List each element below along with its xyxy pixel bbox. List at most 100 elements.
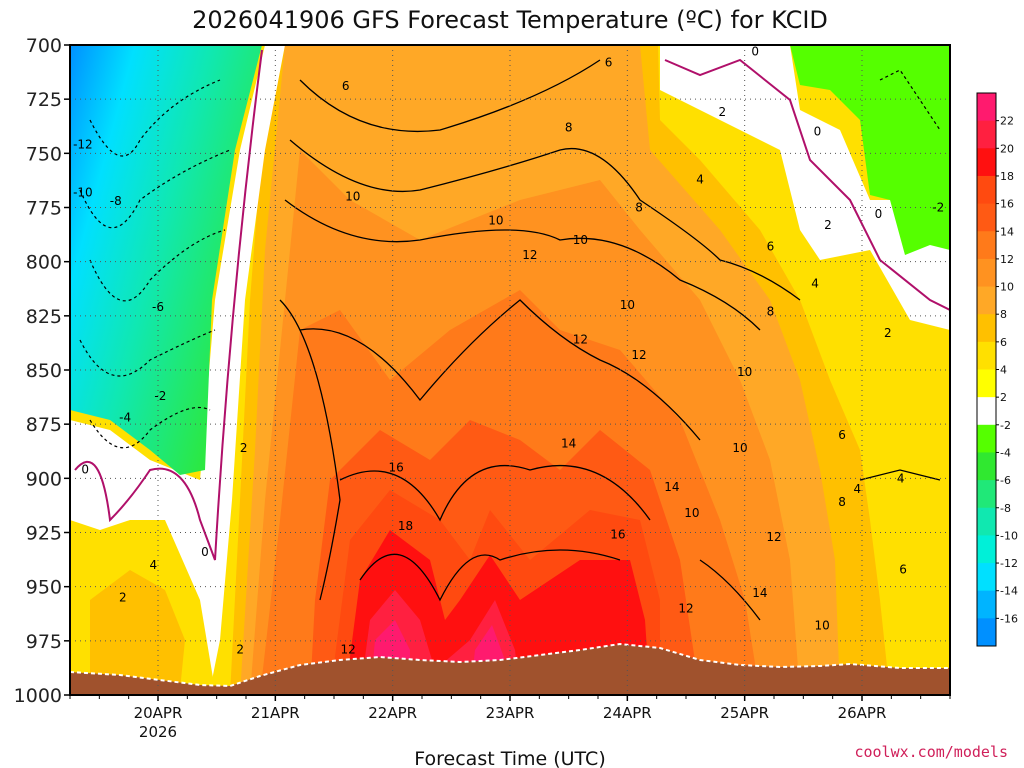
colorbar-bin [977,480,996,509]
y-tick-label: 700 [26,35,62,57]
colorbar-label: 4 [1000,364,1007,377]
colorbar-bin [977,258,996,288]
contour-label: 2 [236,643,244,657]
y-tick-label: 775 [26,198,62,220]
colorbar-bin [977,341,996,370]
colorbar-bin [977,507,996,536]
contour-label: 12 [573,333,588,347]
chart-title: 2026041906 GFS Forecast Temperature (ºC)… [192,6,828,34]
contour-label: 12 [340,643,355,657]
x-tick-label: 26APR [838,704,887,722]
colorbar-label: -16 [1000,612,1018,625]
colorbar-label: -12 [1000,557,1018,570]
contour-label: 0 [201,545,209,559]
region-minus2-east [790,45,950,255]
contour-label: 10 [684,506,699,520]
contour-label: 14 [561,437,576,451]
contour-label: 0 [814,125,822,139]
colorbar-bin [977,120,996,149]
contour-label: -2 [932,201,944,215]
contour-label: 2 [824,218,832,232]
contour-label: 2 [719,105,727,119]
contour-label: 10 [488,214,503,228]
contour-label: -6 [152,300,164,314]
contour-label: -12 [73,138,93,152]
contour-label: 16 [610,528,625,542]
colorbar-bin [977,148,996,177]
contour-label: 4 [696,172,704,186]
contour-label: 10 [814,619,829,633]
y-tick-label: 875 [26,414,62,436]
contour-label: 2 [119,591,127,605]
colorbar-label: 14 [1000,225,1014,238]
contour-label: 12 [766,530,781,544]
colorbar-label: 16 [1000,198,1014,211]
contour-label: 6 [342,79,350,93]
colorbar-label: 10 [1000,281,1014,294]
contour-labels: -12 -10 -8 -6 -4 -2 0 0 2 4 2 2 6 10 12 16 18 10 12 14 12 10 8… [73,45,944,657]
contour-label: 10 [573,233,588,247]
contour-label: 12 [678,601,693,615]
contour-label: 0 [875,207,883,221]
contour-label: 4 [897,471,905,485]
x-tick-label: 20APR [134,704,183,722]
colorbar-bin [977,314,996,343]
colorbar-bin [977,424,996,453]
colorbar-label: -8 [1000,502,1011,515]
y-tick-label: 825 [26,306,62,328]
contour-label: 4 [149,558,157,572]
contour-label: 6 [605,55,613,69]
colorbar-label: -14 [1000,585,1018,598]
colorbar-label: -10 [1000,529,1018,542]
colorbar-bin [977,618,996,647]
terrain [70,642,950,695]
y-tick-label: 900 [26,468,62,490]
contour-label: -10 [73,185,93,199]
x-tick-label: 23APR [486,704,535,722]
y-tick-label: 850 [26,360,62,382]
contour-label: 12 [522,248,537,262]
y-tick-label: 975 [26,631,62,653]
y-tick-label: 725 [26,89,62,111]
contour-label: 10 [345,190,360,204]
y-tick-label: 1000 [14,685,62,707]
colorbar-bin [977,590,996,619]
contour-lines-cold [79,69,941,449]
contour-label: 2 [884,326,892,340]
colorbar-bin [977,203,996,232]
contour-label: 14 [752,586,767,600]
colorbar-label: -2 [1000,419,1011,432]
y-tick-label: 750 [26,143,62,165]
x-axis-title: Forecast Time (UTC) [414,748,605,768]
contour-label: 12 [631,348,646,362]
contour-label: 0 [751,45,759,59]
colorbar-bin [977,535,996,564]
colorbar-bin [977,286,996,315]
contour-label: 0 [81,463,89,477]
contour-label: 8 [767,305,775,319]
colorbar-label: 6 [1000,336,1007,349]
x-tick-sublabel: 2026 [139,723,177,741]
contour-label: -2 [154,389,166,403]
colorbar-label: 2 [1000,391,1007,404]
contour-label: -8 [110,194,122,208]
contour-label: 10 [620,298,635,312]
colorbar: 22 20 18 16 14 12 10 8 6 4 2 -2 -4 -6 -8 -10 -12 -14 -16 [976,92,1018,647]
colorbar-bin [977,93,996,122]
contour-label: 8 [838,495,846,509]
colorbar-label: 8 [1000,308,1007,321]
plot-area: -12 -10 -8 -6 -4 -2 0 0 2 4 2 2 6 10 12 16 18 10 12 14 12 10 8… [70,45,950,695]
x-tick-label: 22APR [368,704,417,722]
x-tick-label: 21APR [251,704,300,722]
contour-label: 6 [767,240,775,254]
contour-label: -4 [119,411,131,425]
colorbar-bin [977,231,996,260]
contour-label: 10 [732,441,747,455]
colorbar-bin [977,369,996,398]
colorbar-label: 20 [1000,142,1014,155]
contour-label: 8 [565,120,573,134]
colorbar-bin [977,397,996,426]
contour-label: 4 [811,276,819,290]
